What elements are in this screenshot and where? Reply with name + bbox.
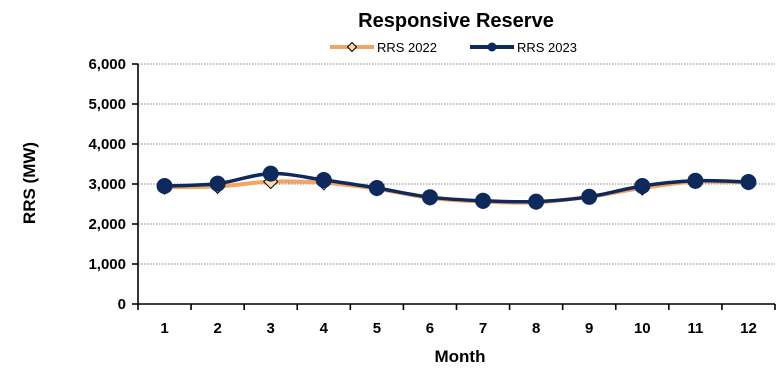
data-point-circle [581,188,598,205]
x-tick-label: 4 [320,320,329,337]
y-tick-label: 0 [118,296,126,313]
legend-marker [346,41,358,53]
y-tick-label: 6,000 [88,56,126,73]
data-point-circle [156,178,173,194]
x-tick-label: 10 [634,320,651,337]
x-tick-label: 2 [213,320,221,337]
legend-label: RRS 2022 [377,40,437,55]
data-point-circle [475,192,492,209]
y-axis-label: RRS (MW) [20,142,39,224]
axes [132,63,776,310]
y-tick-label: 1,000 [88,256,126,273]
x-tick-label: 7 [479,320,487,337]
x-tick-labels: 1 2 3 4 5 6 7 8 9 10 11 12 [160,320,756,337]
y-tick-label: 3,000 [88,176,126,193]
x-tick-label: 12 [740,320,757,337]
x-tick-label: 1 [160,320,168,337]
x-tick-label: 3 [267,320,275,337]
gridlines [138,63,775,265]
legend: RRS 2022 RRS 2023 [330,40,577,55]
data-point-circle [740,174,757,190]
data-point-circle [528,193,545,210]
y-tick-label: 4,000 [88,136,126,153]
data-point-circle [687,172,704,189]
y-tick-label: 2,000 [88,216,126,233]
legend-item: RRS 2023 [470,40,577,55]
data-point-circle [368,180,385,196]
x-axis-label: Month [435,347,486,366]
series-line [164,171,749,204]
legend-item: RRS 2022 [330,40,437,55]
y-tick-labels: 0 1,000 2,000 3,000 4,000 5,000 6,000 [88,56,126,313]
y-tick-label: 5,000 [88,96,126,113]
data-point-circle [421,189,438,206]
series [156,165,757,211]
series-rrs-2022 [156,173,757,211]
x-tick-label: 6 [426,320,434,337]
chart-title: Responsive Reserve [358,10,554,32]
data-point-circle [209,175,226,192]
data-point-circle [315,172,332,188]
x-tick-label: 8 [532,320,540,337]
x-tick-label: 9 [585,320,593,337]
x-tick-label: 11 [687,320,703,337]
x-tick-label: 5 [373,320,381,337]
data-point-circle [262,165,279,182]
series-rrs-2023 [156,165,757,210]
legend-marker [487,42,497,52]
data-point-circle [634,178,651,194]
legend-label: RRS 2023 [517,40,577,55]
